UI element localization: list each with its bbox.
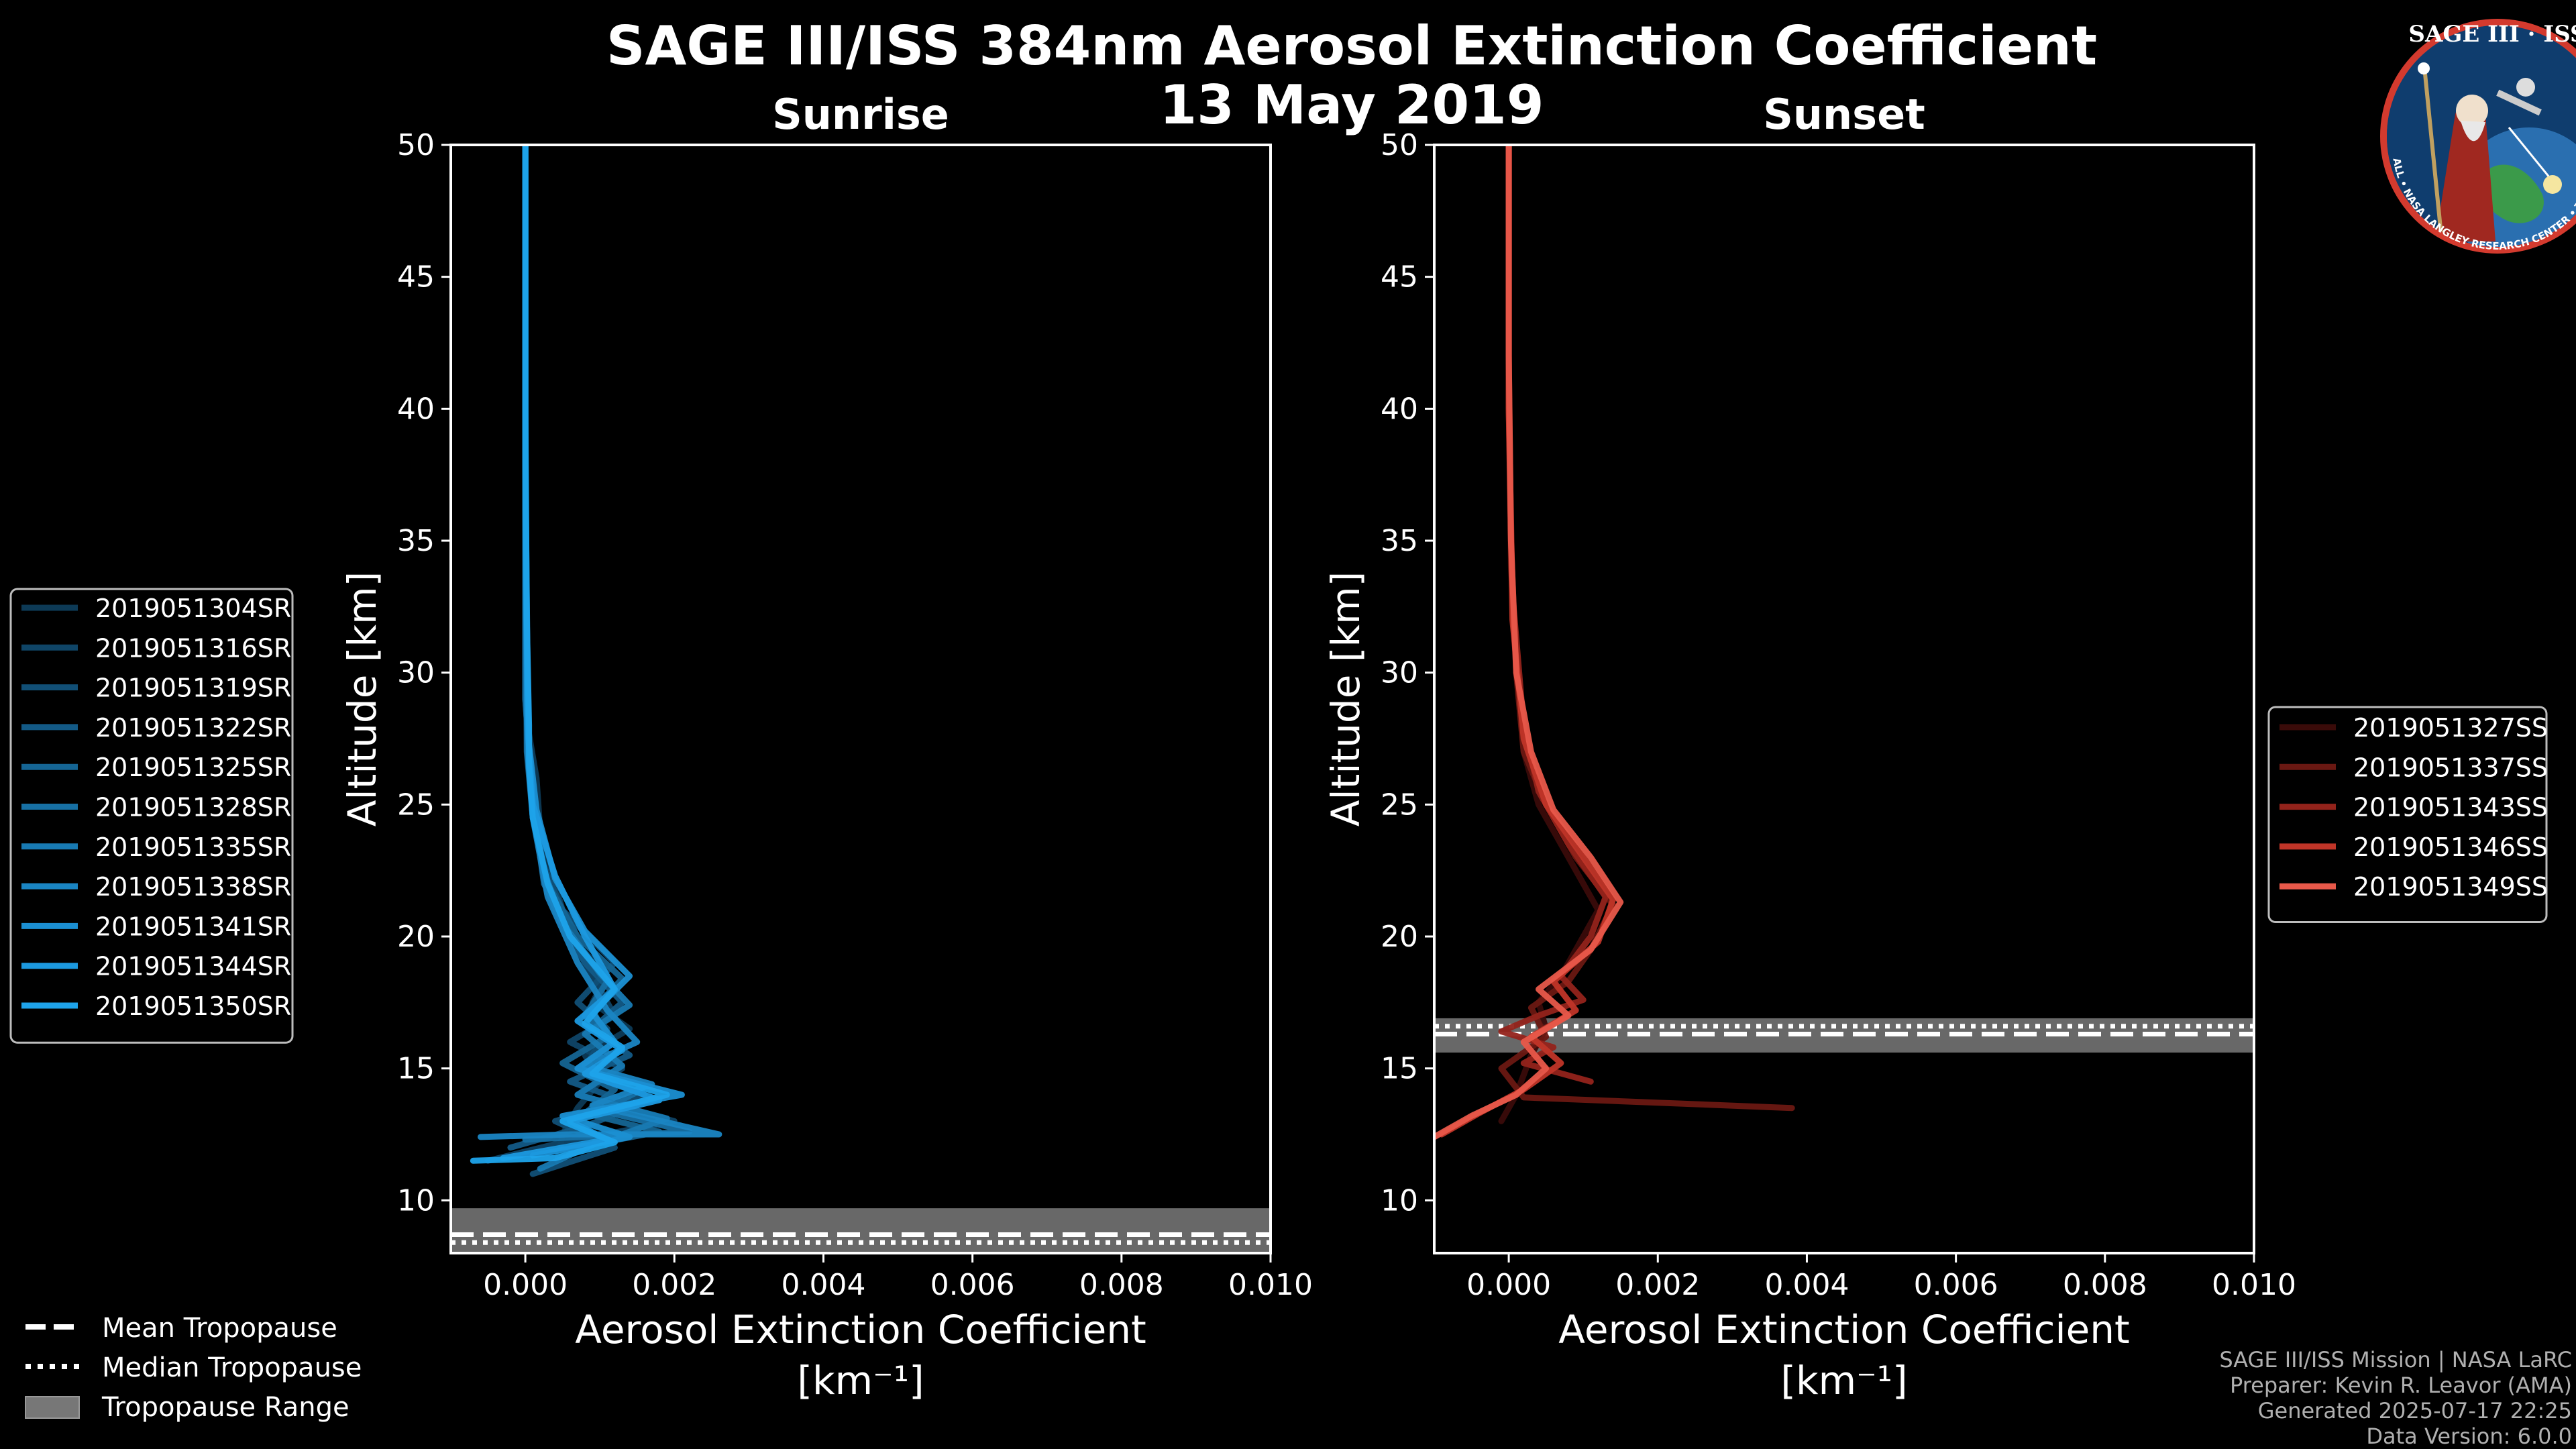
sunset-series-2019051349SS [1434,145,1624,1140]
sunrise-x-tick-label: 0.006 [930,1268,1015,1302]
sunset-y-tick-label: 25 [1381,788,1418,822]
sunrise-x-tick-label: 0.008 [1079,1268,1164,1302]
sunrise-tropopause [451,1208,1271,1253]
sunset-y-tick-label: 15 [1381,1052,1418,1086]
credit-data-version: Data Version: 6.0.0 [2366,1424,2572,1449]
sunset-y-tick-label: 40 [1381,392,1418,426]
figure-subtitle: 13 May 2019 [1160,74,1544,136]
sunset-x-tick-label: 0.008 [2063,1268,2147,1302]
sunrise-legend: 2019051304SR 2019051316SR 2019051319SR 2019… [9,588,294,1044]
median-tropopause-label: Median Tropopause [102,1352,362,1383]
mean-tropopause-label: Mean Tropopause [102,1313,337,1344]
sunrise-legend-label: 2019051328SR [95,793,291,822]
sunset-legend-label: 2019051346SS [2353,833,2548,862]
sunrise-y-tick-label: 20 [397,920,435,954]
sunrise-y-tick-label: 35 [397,524,435,558]
tropopause-legend: Mean Tropopause Median Tropopause Tropop… [25,1313,362,1423]
sunset-x-tick-label: 0.000 [1466,1268,1551,1302]
sunrise-legend-label: 2019051350SR [95,991,291,1021]
sunrise-x-axis-label: Aerosol Extinction Coefficient [575,1307,1146,1352]
sunset-x-axis-label: Aerosol Extinction Coefficient [1558,1307,2130,1352]
sunrise-x-tick-label: 0.004 [781,1268,865,1302]
sunrise-y-tick-label: 40 [397,392,435,426]
sunrise-x-tick-label: 0.000 [483,1268,568,1302]
sunrise-y-tick-label: 10 [397,1183,435,1218]
sunset-tropopause [1434,1018,2254,1053]
sunrise-tropopause-range [451,1208,1271,1253]
sunset-plot-frame [1433,144,2255,1254]
sunrise-plot-frame [449,144,1272,1254]
sunrise-panel-title: Sunrise [772,90,949,139]
sunrise-x-axis-unit: [km⁻¹] [797,1358,924,1403]
sunset-legend: 2019051327SS 2019051337SS 2019051343SS 2019… [2267,706,2548,923]
sunrise-y-tick-label: 15 [397,1052,435,1086]
credit-preparer: Preparer: Kevin R. Leavor (AMA) [2230,1373,2572,1398]
sunrise-legend-label: 2019051322SR [95,713,291,743]
sunrise-legend-box [9,588,294,1044]
sunrise-y-axis-label: Altitude [km] [339,572,385,826]
sunset-legend-label: 2019051337SS [2353,753,2548,782]
sunrise-x-ticks: 0.000 0.002 0.004 0.006 0.008 0.010 [483,1253,1313,1302]
tropopause-range-label: Tropopause Range [101,1392,350,1423]
sunset-y-tick-label: 35 [1381,524,1418,558]
sunrise-series-group [470,145,722,1177]
sunset-y-tick-label: 45 [1381,260,1418,294]
sunrise-y-tick-label: 30 [397,656,435,690]
sunrise-legend-label: 2019051325SR [95,753,291,782]
credit-mission: SAGE III/ISS Mission | NASA LaRC [2219,1347,2572,1373]
sunset-x-ticks: 0.000 0.002 0.004 0.006 0.008 0.010 [1466,1253,2296,1302]
credits: SAGE III/ISS Mission | NASA LaRC Prepare… [2219,1347,2572,1449]
sunset-x-axis-unit: [km⁻¹] [1780,1358,1907,1403]
sunrise-legend-label: 2019051341SR [95,912,291,941]
sunset-x-tick-label: 0.010 [2212,1268,2296,1302]
credit-generated: Generated 2025-07-17 22:25 [2258,1398,2572,1424]
logo-text: SAGE III · ISS [2408,21,2576,48]
sunset-series-2019051346SS [1438,145,1617,1138]
sunrise-legend-label: 2019051304SR [95,594,291,623]
sunset-y-tick-label: 10 [1381,1183,1418,1218]
sunset-x-tick-label: 0.004 [1764,1268,1849,1302]
sunset-legend-box [2267,706,2548,923]
sunset-legend-label: 2019051349SS [2353,872,2548,902]
sunset-legend-label: 2019051343SS [2353,793,2548,822]
sunrise-y-tick-label: 50 [397,128,435,162]
sunset-legend-label: 2019051327SS [2353,713,2548,743]
sunrise-x-tick-label: 0.010 [1228,1268,1313,1302]
sunset-y-axis-label: Altitude [km] [1323,572,1368,826]
sunset-x-tick-label: 0.006 [1914,1268,1998,1302]
sunset-series-2019051337SS [1498,145,1795,1112]
sunrise-legend-label: 2019051335SR [95,833,291,862]
sunrise-legend-label: 2019051338SR [95,872,291,902]
sunset-x-tick-label: 0.002 [1615,1268,1700,1302]
sunrise-series-2019051350SR [470,145,670,1164]
sunset-panel-title: Sunset [1763,90,1925,139]
sunset-y-tick-label: 30 [1381,656,1418,690]
sunrise-legend-label: 2019051344SR [95,952,291,981]
sunrise-panel: Sunrise 0.000 0.002 0.004 0.006 0.008 0.010 1… [339,90,1313,1403]
sunrise-legend-label: 2019051316SR [95,633,291,663]
sunset-y-tick-label: 50 [1381,128,1418,162]
figure-title: SAGE III/ISS 384nm Aerosol Extinction Co… [606,15,2097,77]
sunrise-y-tick-label: 25 [397,788,435,822]
sunset-series-group [1434,145,1795,1140]
tropopause-range-swatch [25,1396,80,1419]
sunrise-x-tick-label: 0.002 [632,1268,716,1302]
sunrise-y-tick-label: 45 [397,260,435,294]
sunrise-legend-label: 2019051319SR [95,674,291,703]
sunrise-y-ticks: 10 15 20 25 30 35 40 45 50 [397,128,451,1218]
sunset-y-ticks: 10 15 20 25 30 35 40 45 50 [1381,128,1434,1218]
sunset-series-2019051343SS [1498,145,1609,1085]
sunset-panel: Sunset 0.000 0.002 0.004 0.006 0.008 0.010 10… [1323,90,2296,1403]
sunset-y-tick-label: 20 [1381,920,1418,954]
